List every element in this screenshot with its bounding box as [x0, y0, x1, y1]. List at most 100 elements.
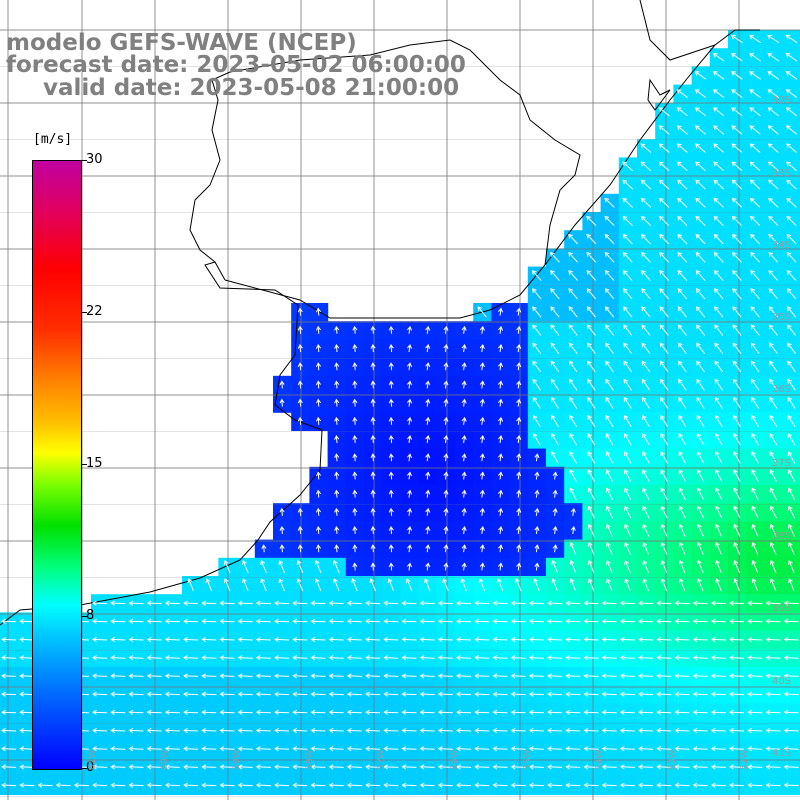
wind-arrow-head — [352, 544, 358, 550]
wind-arrow — [352, 578, 358, 592]
wind-arrow-head — [498, 526, 504, 531]
wind-arrow — [281, 381, 283, 389]
wind-arrow — [693, 766, 708, 768]
wind-arrow — [444, 454, 447, 462]
wind-arrow-head — [315, 507, 322, 513]
wind-arrow — [787, 397, 796, 409]
wind-arrow-head — [768, 288, 774, 293]
wind-arrow — [261, 578, 267, 592]
wind-arrow-head — [601, 618, 607, 624]
wind-arrow-head — [419, 746, 425, 752]
wind-arrow — [463, 381, 466, 389]
wind-arrow-head — [516, 344, 522, 349]
wind-arrow — [784, 675, 799, 677]
wind-arrow-head — [219, 691, 225, 697]
wind-arrow — [426, 381, 429, 389]
wind-arrow — [532, 342, 542, 355]
wind-arrow-head — [606, 541, 611, 547]
wind-arrow — [641, 216, 652, 227]
wind-arrow-head — [315, 398, 322, 404]
wind-arrow — [165, 711, 180, 714]
wind-arrow-head — [747, 673, 753, 679]
wind-arrow-head — [729, 746, 734, 752]
wind-arrow — [517, 363, 520, 371]
wind-arrow — [769, 415, 778, 428]
wind-arrow-head — [510, 764, 516, 770]
wind-arrow — [766, 748, 781, 750]
wind-arrow-head — [786, 252, 792, 257]
wind-arrow-head — [710, 655, 716, 661]
wind-arrow — [56, 784, 71, 787]
wind-arrow-head — [334, 489, 340, 495]
colorbar-tick-0: 0 — [86, 760, 95, 775]
wind-arrow-head — [714, 324, 719, 330]
wind-arrow-head — [388, 362, 394, 368]
wind-arrow-head — [516, 398, 522, 404]
wind-arrow-head — [696, 378, 701, 384]
wind-arrow — [748, 620, 763, 623]
wind-arrow-head — [676, 143, 682, 149]
wind-arrow-head — [315, 362, 322, 368]
wind-arrow-head — [640, 233, 646, 239]
wind-arrow-head — [479, 435, 485, 440]
wind-arrow-head — [146, 709, 152, 715]
wind-arrow — [731, 107, 743, 117]
wind-arrow — [622, 198, 633, 208]
wind-arrow-head — [733, 469, 738, 475]
wind-arrow-head — [710, 691, 716, 697]
wind-arrow-head — [656, 655, 662, 661]
wind-arrow-head — [623, 342, 628, 348]
wind-arrow — [147, 638, 162, 641]
wind-arrow-head — [110, 746, 116, 752]
wind-arrow — [605, 306, 615, 318]
wind-arrow-head — [425, 544, 431, 550]
wind-arrow-head — [733, 560, 739, 565]
wind-arrow — [770, 560, 777, 574]
wind-arrow-head — [164, 691, 170, 697]
wind-arrow-head — [334, 362, 340, 368]
wind-arrow-head — [461, 526, 467, 531]
wind-arrow-head — [565, 636, 571, 643]
wind-arrow — [260, 560, 267, 574]
wind-arrow — [408, 490, 411, 498]
wind-arrow-head — [370, 380, 376, 386]
wind-arrow-head — [425, 562, 431, 568]
wind-arrow — [602, 657, 617, 659]
wind-arrow — [444, 399, 447, 407]
wind-arrow — [587, 361, 596, 373]
wind-arrow-head — [729, 709, 734, 715]
wind-arrow — [784, 602, 799, 605]
wind-arrow-head — [510, 655, 516, 661]
wind-arrow — [317, 344, 320, 353]
wind-arrow-head — [183, 600, 188, 606]
wind-arrow — [658, 125, 670, 135]
wind-arrow — [787, 270, 797, 281]
wind-arrow-head — [532, 342, 537, 348]
wind-arrow-head — [407, 416, 413, 422]
wind-arrow-head — [714, 396, 720, 402]
wind-arrow — [517, 308, 520, 316]
wind-arrow-head — [19, 618, 25, 624]
wind-arrow — [535, 472, 538, 480]
wind-arrow — [165, 748, 180, 750]
wind-arrow — [620, 657, 635, 659]
wind-arrow-head — [550, 252, 555, 257]
wind-arrow-head — [568, 233, 573, 239]
wind-arrow — [529, 602, 544, 605]
wind-arrow-head — [656, 673, 662, 679]
colorbar-tickmark — [81, 768, 87, 769]
wind-arrow-head — [565, 673, 571, 679]
wind-arrow-head — [710, 673, 716, 679]
wind-arrow — [20, 638, 35, 641]
wind-arrow — [677, 216, 688, 227]
wind-arrow — [481, 545, 484, 553]
wind-arrow-head — [401, 782, 407, 788]
wind-arrow — [463, 344, 466, 353]
wind-arrow — [20, 729, 35, 732]
wind-arrow-head — [407, 325, 413, 331]
wind-arrow-head — [516, 471, 522, 477]
wind-arrow-head — [713, 215, 719, 221]
wind-arrow-head — [751, 415, 756, 420]
wind-arrow-head — [92, 691, 97, 697]
wind-arrow-head — [678, 469, 684, 475]
